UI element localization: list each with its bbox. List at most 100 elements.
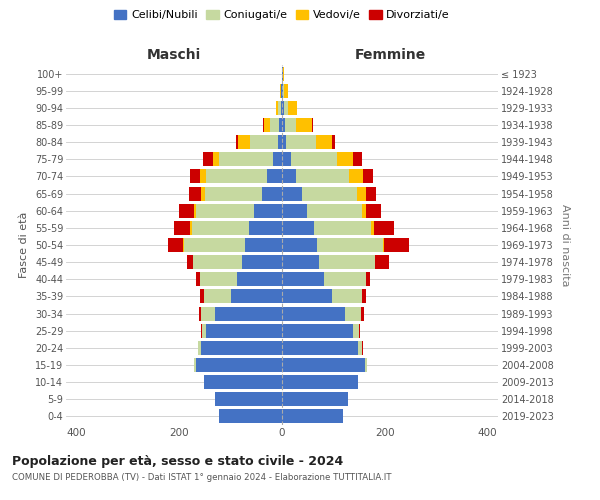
Bar [184, 238, 245, 252]
Bar [282, 341, 358, 355]
Bar [201, 324, 202, 338]
Bar [273, 152, 282, 166]
Bar [282, 204, 307, 218]
Bar [282, 290, 332, 304]
Bar [287, 101, 297, 115]
Bar [236, 135, 238, 149]
Bar [194, 204, 196, 218]
Bar [307, 204, 362, 218]
Bar [245, 238, 282, 252]
Text: COMUNE DI PEDEROBBA (TV) - Dati ISTAT 1° gennaio 2024 - Elaborazione TUTTITALIA.: COMUNE DI PEDEROBBA (TV) - Dati ISTAT 1°… [12, 472, 392, 482]
Bar [282, 221, 314, 235]
Bar [237, 272, 282, 286]
Bar [282, 272, 324, 286]
Bar [278, 101, 281, 115]
Bar [282, 410, 343, 424]
Bar [282, 84, 283, 98]
Bar [194, 358, 196, 372]
Bar [283, 66, 284, 80]
Bar [280, 118, 282, 132]
Bar [345, 306, 361, 320]
Bar [263, 118, 264, 132]
Bar [284, 84, 288, 98]
Bar [371, 221, 374, 235]
Bar [361, 306, 364, 320]
Bar [332, 135, 335, 149]
Bar [204, 290, 230, 304]
Bar [281, 101, 282, 115]
Bar [238, 135, 250, 149]
Bar [205, 186, 262, 200]
Bar [282, 255, 319, 269]
Bar [282, 186, 302, 200]
Bar [282, 101, 284, 115]
Bar [282, 238, 317, 252]
Bar [201, 341, 282, 355]
Bar [266, 170, 282, 183]
Legend: Celibi/Nubili, Coniugati/e, Vedovi/e, Divorziati/e: Celibi/Nubili, Coniugati/e, Vedovi/e, Di… [110, 6, 454, 25]
Bar [201, 186, 205, 200]
Bar [363, 170, 373, 183]
Bar [206, 170, 266, 183]
Bar [196, 358, 282, 372]
Bar [324, 272, 367, 286]
Bar [367, 272, 370, 286]
Bar [349, 170, 363, 183]
Bar [190, 170, 200, 183]
Bar [319, 255, 374, 269]
Bar [367, 186, 376, 200]
Bar [219, 410, 282, 424]
Bar [270, 118, 280, 132]
Bar [353, 324, 359, 338]
Bar [282, 392, 348, 406]
Bar [206, 324, 282, 338]
Bar [278, 135, 282, 149]
Bar [383, 238, 385, 252]
Bar [250, 135, 278, 149]
Bar [179, 204, 194, 218]
Bar [199, 306, 201, 320]
Bar [202, 324, 206, 338]
Bar [296, 170, 349, 183]
Bar [183, 238, 184, 252]
Bar [374, 221, 394, 235]
Bar [284, 101, 287, 115]
Bar [200, 170, 206, 183]
Bar [282, 135, 286, 149]
Bar [362, 290, 367, 304]
Bar [201, 306, 215, 320]
Bar [212, 152, 219, 166]
Y-axis label: Anni di nascita: Anni di nascita [560, 204, 571, 286]
Bar [316, 135, 332, 149]
Bar [204, 375, 282, 389]
Bar [282, 375, 358, 389]
Bar [317, 238, 383, 252]
Bar [198, 341, 201, 355]
Bar [219, 152, 273, 166]
Bar [193, 255, 242, 269]
Bar [200, 272, 237, 286]
Bar [284, 118, 296, 132]
Bar [254, 204, 282, 218]
Bar [280, 84, 281, 98]
Bar [353, 152, 362, 166]
Bar [169, 238, 183, 252]
Bar [286, 135, 316, 149]
Y-axis label: Fasce di età: Fasce di età [19, 212, 29, 278]
Bar [196, 204, 254, 218]
Bar [374, 255, 389, 269]
Bar [262, 186, 282, 200]
Bar [367, 204, 381, 218]
Bar [359, 324, 360, 338]
Bar [248, 221, 282, 235]
Text: Popolazione per età, sesso e stato civile - 2024: Popolazione per età, sesso e stato civil… [12, 455, 343, 468]
Bar [282, 306, 345, 320]
Bar [276, 101, 278, 115]
Bar [302, 186, 357, 200]
Text: Femmine: Femmine [355, 48, 425, 62]
Bar [358, 341, 362, 355]
Bar [187, 255, 193, 269]
Bar [174, 221, 190, 235]
Bar [230, 290, 282, 304]
Text: Maschi: Maschi [147, 48, 201, 62]
